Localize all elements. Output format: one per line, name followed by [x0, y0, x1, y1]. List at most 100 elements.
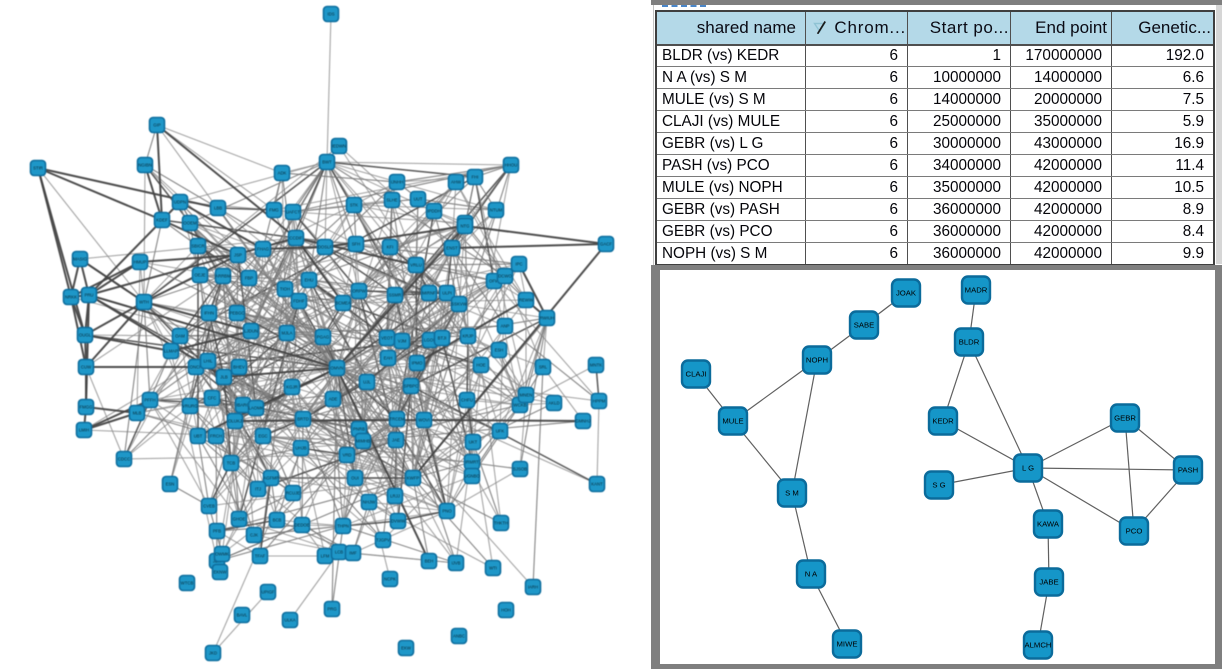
- svg-text:WCKB: WCKB: [514, 403, 527, 408]
- svg-text:UHJB: UHJB: [295, 446, 306, 451]
- svg-text:KRJP: KRJP: [463, 334, 474, 339]
- svg-text:HPPM: HPPM: [593, 399, 606, 404]
- svg-text:CLAJI: CLAJI: [686, 370, 707, 379]
- svg-text:FMGG: FMGG: [80, 405, 94, 410]
- svg-text:LHIL: LHIL: [203, 359, 213, 364]
- svg-text:IJNHH: IJNHH: [391, 180, 404, 185]
- svg-text:UKT: UKT: [469, 440, 478, 445]
- svg-text:OLUKJ: OLUKJ: [228, 419, 242, 424]
- svg-text:EKNW: EKNW: [214, 570, 228, 575]
- svg-text:PFFH: PFFH: [144, 398, 155, 403]
- svg-text:CCDIF: CCDIF: [289, 236, 303, 241]
- svg-text:EGC: EGC: [258, 434, 267, 439]
- svg-text:NHJW: NHJW: [363, 500, 376, 505]
- svg-text:MJLA: MJLA: [282, 331, 293, 336]
- svg-text:NOPH: NOPH: [806, 356, 828, 365]
- svg-text:UDPN: UDPN: [174, 200, 186, 205]
- svg-text:MNTK: MNTK: [590, 363, 602, 368]
- svg-text:REWW: REWW: [519, 298, 534, 303]
- svg-text:OUI: OUI: [351, 476, 359, 481]
- svg-text:PFB: PFB: [213, 529, 221, 534]
- svg-text:HOE: HOE: [476, 363, 485, 368]
- svg-text:KWFP: KWFP: [407, 476, 420, 481]
- svg-text:SABE: SABE: [854, 321, 875, 330]
- svg-text:ANP: ANP: [501, 324, 510, 329]
- svg-text:VJM: VJM: [398, 339, 407, 344]
- svg-text:PCO: PCO: [1126, 527, 1143, 536]
- svg-text:GHOE: GHOE: [233, 517, 246, 522]
- svg-text:PEBGC: PEBGC: [229, 311, 244, 316]
- svg-text:MIRNF: MIRNF: [422, 291, 436, 296]
- svg-text:IPMO: IPMO: [412, 361, 424, 366]
- svg-text:JSP: JSP: [234, 253, 242, 258]
- svg-text:HMUP: HMUP: [134, 260, 147, 265]
- svg-text:IDS: IDS: [327, 12, 334, 17]
- svg-text:LLMAP: LLMAP: [164, 349, 178, 354]
- svg-text:FMG: FMG: [269, 208, 279, 213]
- svg-text:IEDWN: IEDWN: [332, 144, 346, 149]
- svg-text:SJSOB: SJSOB: [513, 467, 527, 472]
- svg-text:CUW: CUW: [81, 365, 92, 370]
- svg-text:STIR: STIR: [33, 166, 43, 171]
- svg-text:BAVL: BAVL: [237, 613, 248, 618]
- svg-text:EAH: EAH: [384, 356, 393, 361]
- svg-text:LBB: LBB: [214, 206, 222, 211]
- svg-text:AHW: AHW: [451, 180, 462, 185]
- svg-text:UUT: UUT: [414, 197, 423, 202]
- svg-text:THKTH: THKTH: [494, 521, 508, 526]
- svg-text:NTG: NTG: [460, 224, 470, 229]
- svg-text:L G: L G: [1022, 464, 1034, 473]
- svg-text:SRL: SRL: [539, 365, 548, 370]
- svg-text:OFW: OFW: [489, 279, 500, 284]
- svg-text:JABE: JABE: [1039, 578, 1058, 587]
- svg-text:CHFU: CHFU: [461, 398, 473, 403]
- svg-text:EHU: EHU: [304, 278, 313, 283]
- svg-text:VRLU: VRLU: [410, 263, 421, 268]
- svg-text:NGIBN: NGIBN: [138, 163, 152, 168]
- svg-text:THPN: THPN: [337, 524, 349, 529]
- svg-text:GMNHJ: GMNHJ: [575, 419, 590, 424]
- svg-text:KFI: KFI: [387, 245, 394, 250]
- svg-text:IMF: IMF: [349, 551, 357, 556]
- svg-text:MADR: MADR: [965, 286, 988, 295]
- svg-text:EKW: EKW: [401, 646, 412, 651]
- svg-text:TIOH: TIOH: [280, 287, 290, 292]
- svg-text:KDEF: KDEF: [156, 218, 168, 223]
- svg-text:ORPW: ORPW: [352, 289, 366, 294]
- svg-text:IPC: IPC: [515, 262, 522, 267]
- svg-text:FHI: FHI: [472, 175, 479, 180]
- svg-text:LAOMK: LAOMK: [248, 406, 263, 411]
- svg-text:JKD: JKD: [209, 651, 217, 656]
- svg-text:AKLD: AKLD: [548, 401, 559, 406]
- svg-text:IARH: IARH: [528, 585, 538, 590]
- svg-text:OOEM: OOEM: [183, 221, 197, 226]
- svg-text:KEDR: KEDR: [932, 417, 954, 426]
- svg-text:PNRB: PNRB: [353, 427, 365, 432]
- svg-text:RWIUH: RWIUH: [540, 316, 554, 321]
- svg-text:TFAF: TFAF: [255, 554, 266, 559]
- svg-text:DCWO: DCWO: [498, 274, 512, 279]
- svg-text:FBP: FBP: [245, 276, 253, 281]
- svg-text:BCMEA: BCMEA: [335, 301, 350, 306]
- svg-text:OEJE: OEJE: [194, 273, 205, 278]
- svg-text:ADE: ADE: [329, 397, 338, 402]
- svg-text:NRKK: NRKK: [65, 295, 77, 300]
- svg-text:LGOE: LGOE: [424, 338, 436, 343]
- svg-text:VRD: VRD: [342, 453, 351, 458]
- svg-text:HHOU: HHOU: [505, 163, 518, 168]
- svg-text:BRTD: BRTD: [297, 417, 309, 422]
- svg-text:VEOT: VEOT: [381, 336, 393, 341]
- svg-text:IFHN: IFHN: [204, 311, 214, 316]
- svg-text:PRG: PRG: [327, 607, 337, 612]
- svg-text:LJDUN: LJDUN: [244, 329, 258, 334]
- svg-text:STK: STK: [350, 203, 358, 208]
- svg-text:BCB: BCB: [273, 518, 282, 523]
- svg-text:CJK: CJK: [250, 533, 258, 538]
- svg-text:JOAK: JOAK: [896, 289, 917, 298]
- svg-text:UPIGF: UPIGF: [261, 590, 275, 595]
- svg-text:KANT: KANT: [591, 482, 603, 487]
- svg-text:TRCEM: TRCEM: [389, 417, 405, 422]
- svg-text:GEBR: GEBR: [1114, 414, 1136, 423]
- svg-text:ADK: ADK: [278, 171, 287, 176]
- svg-text:BLDR: BLDR: [959, 338, 980, 347]
